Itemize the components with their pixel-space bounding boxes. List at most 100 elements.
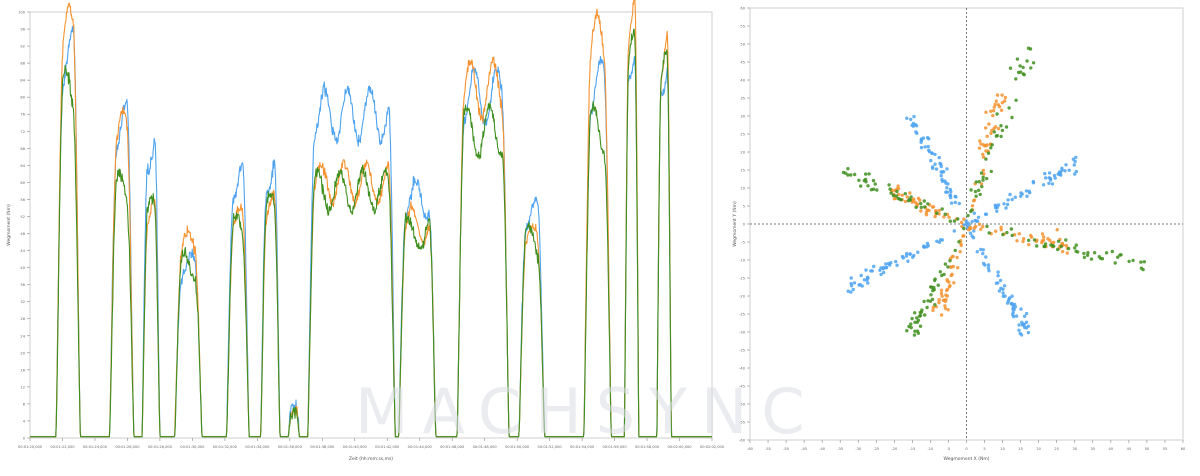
scatter-point-series-2 [983, 144, 987, 148]
scatter-point-series-3 [953, 248, 957, 253]
scatter-point-series-3 [914, 205, 918, 209]
scatter-point-series-1 [937, 155, 941, 160]
x-tick-label: 00:01:38,000 [310, 445, 335, 449]
scatter-point-series-1 [1026, 330, 1031, 335]
x-tick-label: 20 [1036, 447, 1041, 451]
scatter-point-series-3 [985, 176, 989, 181]
x-tick-label: 00:01:56,000 [602, 445, 627, 449]
scatter-point-series-2 [952, 281, 956, 285]
scatter-point-series-3 [1004, 125, 1009, 129]
scatter-point-series-3 [966, 213, 970, 218]
scatter-point-series-3 [984, 157, 988, 161]
scatter-point-series-3 [913, 311, 917, 315]
x-tick-label: -30 [855, 447, 862, 451]
scatter-point-series-1 [849, 281, 853, 286]
scatter-point-series-3 [1022, 73, 1026, 77]
y-tick-label: 72 [20, 130, 25, 134]
scatter-point-series-1 [945, 186, 949, 190]
scatter-point-series-1 [972, 211, 976, 215]
scatter-point-series-3 [1097, 255, 1102, 259]
scatter-point-series-1 [998, 278, 1003, 283]
scatter-point-series-2 [1055, 228, 1059, 232]
y-tick-label: -20 [739, 295, 746, 299]
x-tick-label: 50 [1145, 447, 1150, 451]
scatter-point-series-1 [927, 150, 932, 154]
scatter-point-series-3 [898, 197, 902, 201]
scatter-point-series-3 [962, 226, 966, 231]
scatter-point-series-3 [912, 333, 917, 337]
y-tick-label: 32 [20, 300, 25, 304]
scatter-point-series-1 [1022, 314, 1027, 318]
scatter-point-series-1 [1044, 176, 1048, 180]
scatter-point-series-2 [994, 229, 998, 233]
scatter-point-series-1 [905, 251, 909, 256]
y-tick-label: 44 [20, 249, 25, 253]
x-tick-label: 5 [983, 447, 985, 451]
scatter-point-series-1 [927, 137, 931, 141]
scatter-point-series-3 [909, 195, 913, 199]
scatter-point-series-3 [970, 208, 974, 212]
x-tick-label: 00:01:36,000 [278, 445, 303, 449]
scatter-point-series-3 [1009, 227, 1014, 231]
scatter-point-series-2 [903, 199, 908, 204]
scatter-point-series-3 [1089, 257, 1094, 261]
scatter-point-series-1 [949, 201, 954, 205]
y-tick-label: 20 [20, 351, 25, 355]
scatter-point-series-2 [943, 299, 948, 303]
scatter-point-series-2 [991, 113, 995, 118]
y-tick-label: 88 [20, 62, 25, 66]
scatter-point-series-1 [864, 268, 868, 272]
scatter-point-series-3 [1001, 232, 1005, 237]
scatter-point-series-3 [915, 320, 920, 324]
scatter-point-series-2 [950, 272, 954, 276]
scatter-point-series-1 [970, 220, 974, 224]
scatter-point-series-2 [937, 300, 941, 305]
scatter-point-series-1 [1002, 202, 1006, 206]
scatter-point-series-2 [993, 102, 997, 107]
scatter-point-series-2 [943, 304, 947, 308]
scatter-point-series-3 [987, 231, 991, 235]
scatter-point-series-3 [1113, 261, 1117, 265]
scatter-point-series-2 [981, 152, 985, 156]
x-tick-label: 25 [1054, 447, 1059, 451]
scatter-point-series-1 [1074, 155, 1078, 160]
x-tick-label: 00:01:50,000 [505, 445, 530, 449]
scatter-point-series-2 [999, 108, 1004, 113]
scatter-point-series-1 [913, 122, 918, 127]
scatter-point-series-1 [997, 289, 1002, 293]
scatter-point-series-2 [984, 110, 988, 115]
scatter-point-series-3 [999, 134, 1003, 139]
scatter-point-series-3 [948, 219, 952, 223]
scatter-point-series-1 [859, 273, 863, 278]
scatter-point-series-1 [1073, 159, 1077, 164]
scatter-point-series-3 [1015, 57, 1020, 61]
scatter-point-series-1 [1013, 305, 1018, 309]
scatter-point-series-1 [1074, 169, 1079, 174]
scatter-point-series-3 [1056, 239, 1061, 243]
scatter-point-series-3 [1139, 260, 1143, 264]
y-tick-label: 5 [743, 205, 745, 209]
scatter-point-series-2 [1042, 235, 1046, 239]
scatter-point-series-2 [933, 214, 937, 219]
x-tick-label: 00:01:48,000 [473, 445, 498, 449]
scatter-point-series-2 [962, 234, 966, 238]
x-tick-label: 45 [1127, 447, 1132, 451]
scatter-point-series-3 [979, 171, 984, 175]
scatter-point-series-1 [972, 229, 976, 233]
scatter-point-series-2 [977, 146, 982, 150]
scatter-point-series-2 [1064, 243, 1069, 248]
scatter-point-series-1 [1010, 197, 1014, 202]
scatter-point-series-2 [985, 134, 989, 138]
scatter-point-series-3 [915, 329, 920, 333]
y-tick-label: -10 [739, 259, 746, 263]
scatter-point-series-3 [957, 240, 961, 244]
scatter-point-series-1 [981, 248, 985, 252]
scatter-point-series-2 [955, 255, 959, 260]
scatter-point-series-2 [892, 197, 896, 201]
scatter-point-series-3 [1025, 59, 1029, 63]
scatter-point-series-1 [911, 255, 915, 259]
scatter-point-series-3 [891, 193, 896, 198]
scatter-point-series-2 [981, 224, 985, 229]
y-tick-label: 40 [20, 266, 25, 270]
scatter-point-series-1 [1021, 322, 1026, 326]
